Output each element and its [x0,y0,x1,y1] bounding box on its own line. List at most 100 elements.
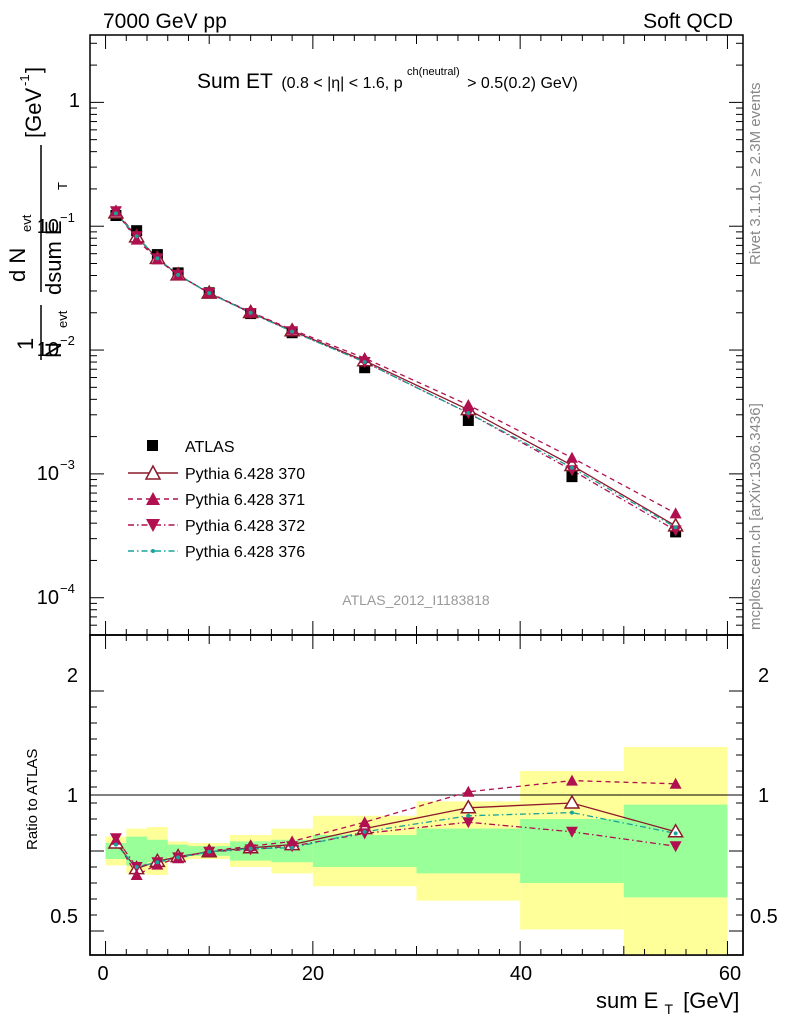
ratio-y-tick-1-right: 1 [758,785,769,807]
mcplots-reference: mcplots.cern.ch [arXiv:1306.3436] [747,403,764,630]
ratio-y-axis-label: Ratio to ATLAS [24,749,41,850]
x-axis-label-main: sum E [596,988,658,1013]
ratio-point-p372 [462,817,475,829]
main-point-p376 [248,310,253,315]
ratio-point-p372 [669,841,682,853]
ratio-y-tick-2-left: 2 [67,665,78,687]
ratio-point-p371 [462,785,475,797]
y-label-unit: [GeV [21,88,46,138]
main-line-p376 [115,212,676,528]
main-point-p376 [290,329,295,334]
y-tick-label-3: 10 [37,339,59,361]
ratio-point-p376 [673,831,678,836]
header-left: 7000 GeV pp [103,10,227,33]
main-point-p376 [673,525,678,530]
band-inner-1 [126,836,148,866]
main-y-tick-labels: 1 10 −1 10 −2 10 −3 10 −4 [37,90,80,609]
ratio-point-p376 [362,829,367,834]
y-label-n-sub: evt [55,310,70,328]
atlas-point [566,471,578,483]
y-label-dn: d N [5,248,30,282]
y-tick-exp-2: −1 [60,210,75,225]
ratio-y-tick-1-left: 1 [67,785,78,807]
ratio-y-tick-2-right: 2 [758,665,769,687]
y-label-dn-sub: evt [19,214,34,232]
band-inner-8 [416,828,521,874]
y-tick-exp-5: −4 [60,581,75,596]
ratio-y-tick-05-right: 0.5 [750,906,778,928]
main-point-p376 [207,291,212,296]
analysis-id: ATLAS_2012_I1183818 [342,592,490,608]
ratio-bands [105,747,728,955]
ratio-point-p371 [358,816,371,828]
x-tick-20: 20 [302,963,324,985]
y-label-unit-close: ] [21,67,46,73]
axis-ticks [90,35,743,955]
main-point-p376 [176,272,181,277]
ratio-point-p372 [109,833,122,845]
ratio-point-p371 [565,774,578,786]
ratio-point-p372 [358,828,371,840]
main-point-p371 [462,398,475,410]
main-point-p376 [362,360,367,365]
main-point-p376 [134,234,139,239]
main-point-p371 [669,507,682,519]
legend-label-372: Pythia 6.428 372 [185,518,305,535]
y-label-n: N [41,342,66,358]
y-tick-exp-3: −2 [60,333,75,348]
header-right: Soft QCD [643,10,733,33]
ratio-point-p376 [176,855,181,860]
main-point-p376 [466,411,471,416]
x-tick-labels: 0 20 40 60 [97,963,741,985]
x-axis-label-unit: [GeV] [683,988,739,1013]
ratio-point-p376 [113,842,118,847]
y-label-dsum: dsum E [41,220,66,295]
legend-marker-372 [146,519,160,532]
ratio-point-p376 [207,849,212,854]
x-tick-40: 40 [510,963,532,985]
y-tick-label-2: 10 [37,216,59,238]
band-inner-2 [147,839,168,863]
legend-label-370: Pythia 6.428 370 [185,466,305,483]
ratio-point-p370 [563,794,581,809]
rivet-version: Rivet 3.1.10, ≥ 2.3M events [747,83,764,266]
plot-title: Sum ET (0.8 < |η| < 1.6, p ch(neutral) >… [197,62,578,93]
x-axis-label: sum E T [GeV] [596,988,739,1019]
ratio-point-p376 [466,813,471,818]
ratio-line-p371 [115,779,676,876]
y-tick-label-4: 10 [37,463,59,485]
legend-label-371: Pythia 6.428 371 [185,492,305,509]
main-point-p376 [155,256,160,261]
main-y-axis-label: 1 N evt d N evt dsum E T [GeV -1 ] [5,67,70,360]
band-inner-7 [312,835,417,867]
ratio-point-p370 [667,823,684,838]
y-tick-label-5: 10 [37,587,59,609]
x-tick-0: 0 [97,963,108,985]
y-label-dsum-sub: T [55,182,70,190]
ratio-y-tick-05-left: 0.5 [50,906,78,928]
legend-marker-371 [146,492,160,505]
plot-title-sup: ch(neutral) [407,66,460,78]
y-label-unit-sup: -1 [17,74,32,86]
ratio-point-p376 [248,846,253,851]
ratio-y-tick-labels: 2 2 1 1 0.5 0.5 [50,665,778,928]
main-point-p376 [569,465,574,470]
ratio-point-p376 [155,860,160,865]
legend-marker-376 [151,549,155,553]
y-label-one: 1 [13,338,38,350]
x-tick-60: 60 [719,963,741,985]
main-point-p372 [565,465,578,477]
legend-marker-atlas [147,440,158,451]
main-point-p376 [113,211,118,216]
plot-title-main: Sum ET [197,70,273,93]
ratio-point-p372 [565,826,578,838]
x-axis-label-sub: T [664,1001,673,1017]
ratio-point-p376 [290,845,295,850]
legend-label-atlas: ATLAS [185,439,235,456]
main-point-p372 [669,525,682,537]
y-tick-exp-4: −3 [60,457,75,472]
main-point-p371 [565,451,578,463]
ratio-series [107,774,684,880]
ratio-point-p371 [669,777,682,789]
